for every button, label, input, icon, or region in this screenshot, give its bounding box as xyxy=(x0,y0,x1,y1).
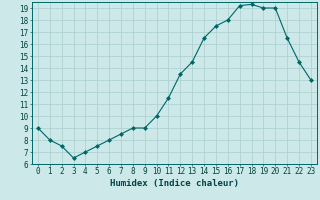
X-axis label: Humidex (Indice chaleur): Humidex (Indice chaleur) xyxy=(110,179,239,188)
